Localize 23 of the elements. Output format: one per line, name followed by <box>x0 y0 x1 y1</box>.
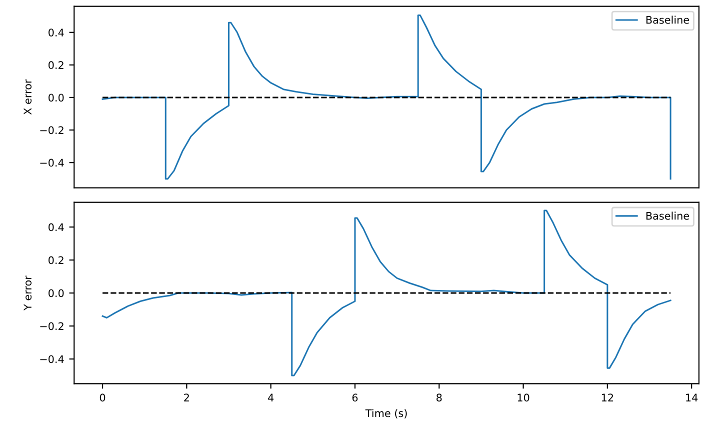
y-tick-label: −0.2 <box>40 126 64 134</box>
x-axis-title: Time (s) <box>365 409 407 418</box>
y-tick-label: 0.2 <box>48 256 64 264</box>
x-tick-label: 8 <box>436 394 442 402</box>
y-tick-label: −0.4 <box>40 158 64 167</box>
x-tick-label: 2 <box>184 394 189 402</box>
legend-label: Baseline <box>646 212 690 220</box>
y-tick-label: −0.2 <box>40 322 64 330</box>
x-tick-label: 10 <box>518 394 530 402</box>
y-tick-label: −0.4 <box>40 355 64 364</box>
legend-label: Baseline <box>646 16 690 24</box>
x-tick-label: 14 <box>686 394 698 402</box>
y-tick-label: 0.4 <box>48 223 64 232</box>
x-tick-label: 0 <box>100 394 106 402</box>
x-tick-label: 6 <box>352 394 358 402</box>
y-tick-label: 0.0 <box>48 289 64 298</box>
y-tick-label: 0.0 <box>48 94 64 102</box>
y-axis-title: X error <box>24 79 32 115</box>
y-tick-label: 0.2 <box>48 61 64 70</box>
y-tick-label: 0.4 <box>48 28 64 36</box>
x-tick-label: 12 <box>602 394 614 402</box>
y-axis-title: Y error <box>24 276 32 310</box>
x-tick-label: 4 <box>268 394 274 402</box>
